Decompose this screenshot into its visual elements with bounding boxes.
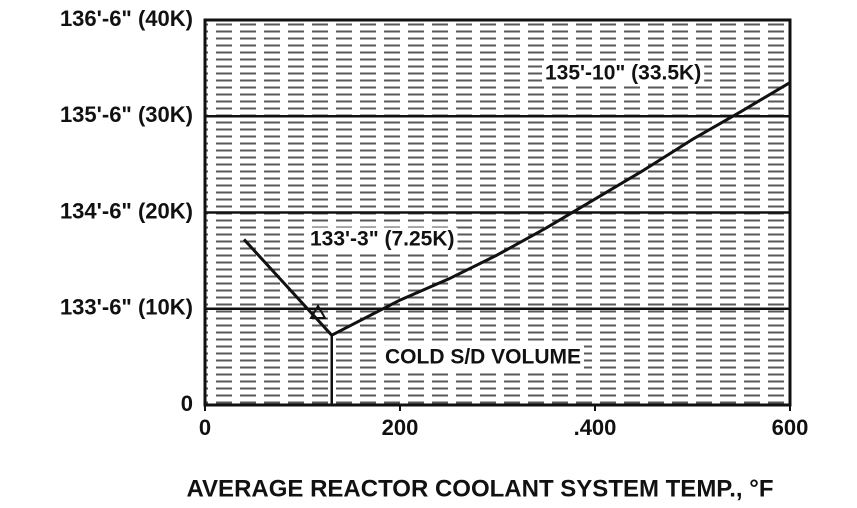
annotation-bg: [307, 227, 458, 251]
x-tick-label: 600: [772, 415, 809, 440]
annotation-bg: [382, 345, 585, 369]
y-tick-label: 0: [181, 391, 193, 416]
x-tick-label: 0: [199, 415, 211, 440]
annotation: 135'-10" (33.5K): [545, 62, 701, 85]
y-tick-label: 133'-6" (10K): [60, 295, 193, 320]
x-tick-label: .400: [574, 415, 617, 440]
marker: [309, 304, 327, 319]
y-tick-label: 134'-6" (20K): [60, 198, 193, 223]
x-tick-label: 200: [382, 415, 419, 440]
annotation: COLD S/D VOLUME: [385, 346, 581, 369]
annotation-bg: [542, 61, 705, 85]
annotation: 133'-3" (7.25K): [310, 228, 455, 251]
y-tick-label: 136'-6" (40K): [60, 6, 193, 31]
y-tick-label: 135'-6" (30K): [60, 102, 193, 127]
x-axis-title: AVERAGE REACTOR COOLANT SYSTEM TEMP., °F: [187, 475, 774, 502]
data-line: [242, 81, 791, 337]
